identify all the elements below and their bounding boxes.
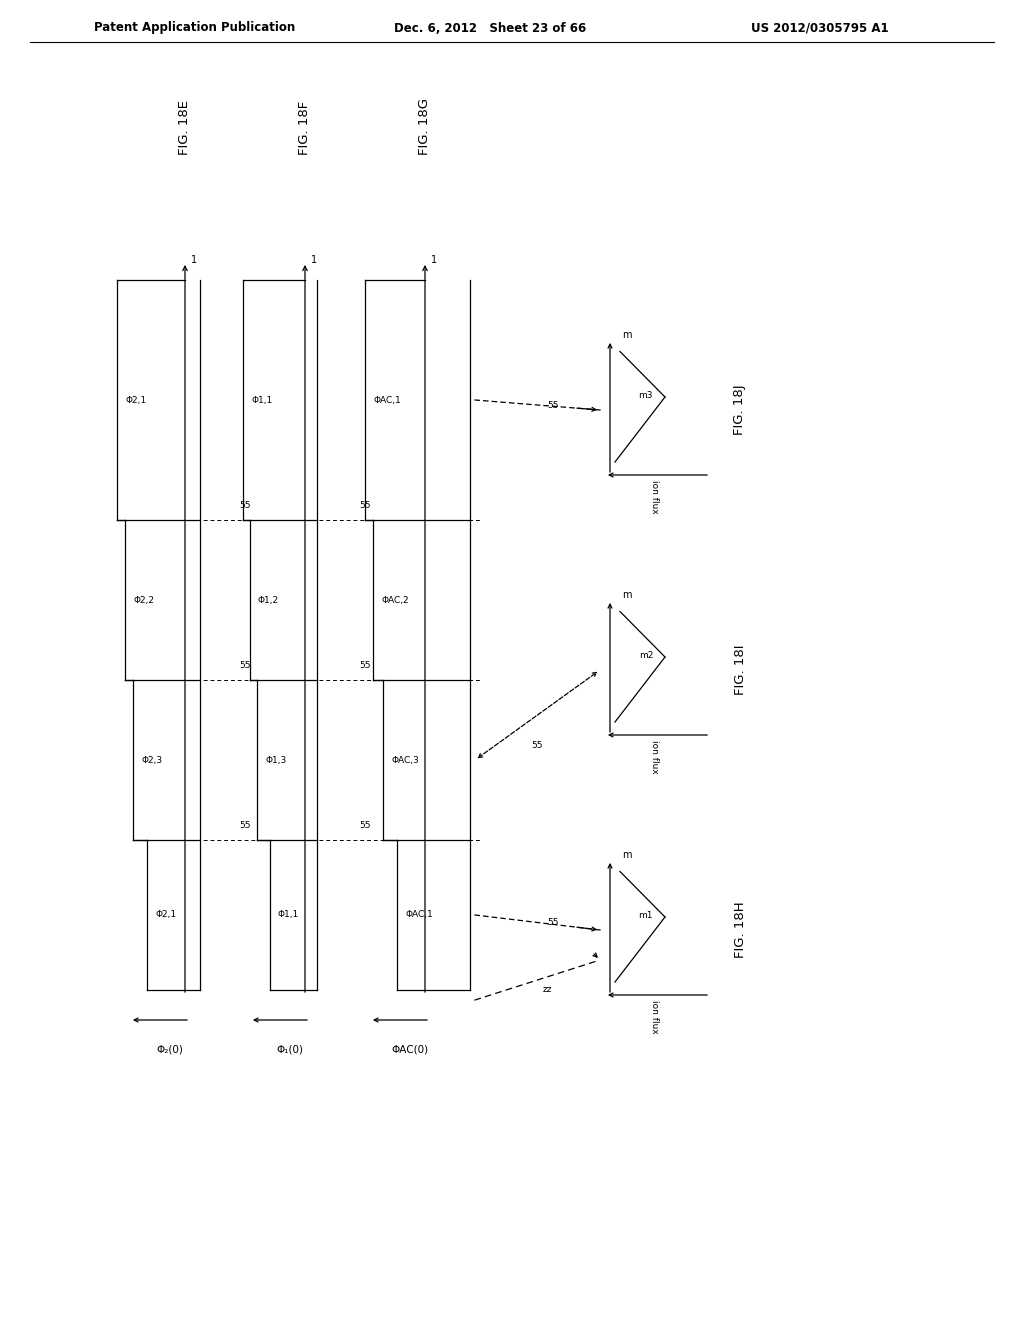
Text: 55: 55 bbox=[359, 661, 371, 671]
Text: ΦAC,3: ΦAC,3 bbox=[391, 755, 419, 764]
Text: 55: 55 bbox=[531, 741, 544, 750]
Text: 1: 1 bbox=[311, 255, 317, 265]
Text: m: m bbox=[622, 590, 632, 601]
Text: 55: 55 bbox=[359, 821, 371, 830]
Text: Φ2,3: Φ2,3 bbox=[141, 755, 162, 764]
Text: Φ1,2: Φ1,2 bbox=[258, 595, 280, 605]
Text: FIG. 18F: FIG. 18F bbox=[299, 100, 311, 154]
Text: Φ2,2: Φ2,2 bbox=[133, 595, 154, 605]
Text: 1: 1 bbox=[191, 255, 198, 265]
Text: FIG. 18I: FIG. 18I bbox=[733, 644, 746, 696]
Text: Φ1,1: Φ1,1 bbox=[251, 396, 272, 404]
Text: FIG. 18E: FIG. 18E bbox=[178, 100, 191, 154]
Text: FIG. 18G: FIG. 18G bbox=[419, 98, 431, 154]
Text: US 2012/0305795 A1: US 2012/0305795 A1 bbox=[752, 21, 889, 34]
Text: zz: zz bbox=[543, 985, 552, 994]
Text: m1: m1 bbox=[639, 911, 653, 920]
Text: Φ2,1: Φ2,1 bbox=[125, 396, 146, 404]
Text: 55: 55 bbox=[359, 502, 371, 510]
Text: Φ₁(0): Φ₁(0) bbox=[276, 1045, 303, 1055]
Text: 55: 55 bbox=[240, 821, 251, 830]
Text: Φ1,3: Φ1,3 bbox=[265, 755, 287, 764]
Text: ΦAC,1: ΦAC,1 bbox=[406, 911, 433, 920]
Text: 55: 55 bbox=[548, 400, 559, 409]
Text: Φ₂(0): Φ₂(0) bbox=[157, 1045, 183, 1055]
Text: ion flux: ion flux bbox=[650, 480, 659, 513]
Text: m: m bbox=[622, 850, 632, 861]
Text: 55: 55 bbox=[240, 661, 251, 671]
Text: Patent Application Publication: Patent Application Publication bbox=[94, 21, 296, 34]
Text: ΦAC,2: ΦAC,2 bbox=[381, 595, 409, 605]
Text: 55: 55 bbox=[548, 917, 559, 927]
Text: Dec. 6, 2012   Sheet 23 of 66: Dec. 6, 2012 Sheet 23 of 66 bbox=[394, 21, 586, 34]
Text: ΦAC,1: ΦAC,1 bbox=[373, 396, 400, 404]
Text: m2: m2 bbox=[639, 651, 653, 660]
Text: Φ2,1: Φ2,1 bbox=[155, 911, 176, 920]
Text: FIG. 18J: FIG. 18J bbox=[733, 384, 746, 436]
Text: Φ1,1: Φ1,1 bbox=[278, 911, 299, 920]
Text: 1: 1 bbox=[431, 255, 437, 265]
Text: m3: m3 bbox=[639, 391, 653, 400]
Text: m: m bbox=[622, 330, 632, 341]
Text: FIG. 18H: FIG. 18H bbox=[733, 902, 746, 958]
Text: ΦAC(0): ΦAC(0) bbox=[391, 1045, 429, 1055]
Text: ion flux: ion flux bbox=[650, 1001, 659, 1034]
Text: 55: 55 bbox=[240, 502, 251, 510]
Text: ion flux: ion flux bbox=[650, 741, 659, 774]
